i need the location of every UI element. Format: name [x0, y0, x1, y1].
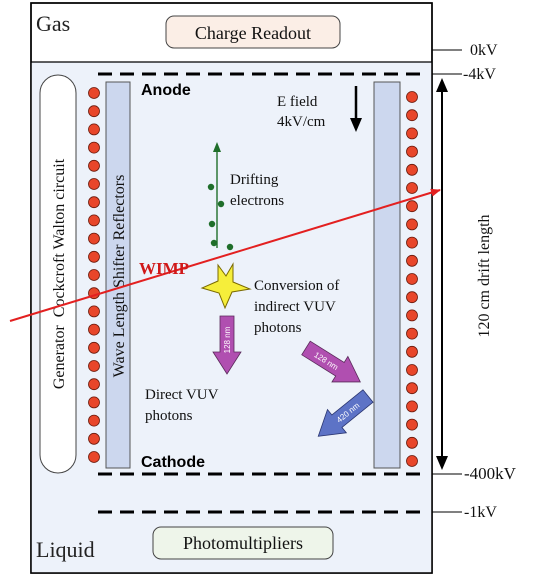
reflectors-label: Wave Length Shifter Reflectors	[111, 175, 128, 378]
drifting-label-line2: electrons	[230, 193, 284, 209]
field-ring-dot	[406, 145, 418, 158]
field-ring-dot	[406, 291, 418, 304]
field-ring-dot	[88, 178, 100, 190]
drift-length-arrow	[436, 78, 448, 470]
efield-arrow	[350, 86, 362, 132]
efield-label-line1: E field	[277, 94, 318, 110]
conversion-label-line3: photons	[254, 320, 302, 336]
field-ring-dot	[88, 396, 100, 409]
generator-label: Generator Cockcroft Walton circuit	[51, 158, 68, 389]
field-ring-dot	[406, 127, 418, 140]
field-ring-dot	[88, 360, 100, 372]
field-ring-dot	[88, 232, 100, 245]
direct-label-line1: Direct VUV	[145, 387, 219, 403]
field-ring-dot	[406, 345, 418, 358]
conversion-label-line1: Conversion of	[254, 278, 339, 294]
drifting-label-line1: Drifting	[230, 172, 279, 188]
field-ring-dot	[406, 309, 418, 322]
field-ring-dot	[406, 364, 418, 376]
field-ring-dot	[406, 91, 418, 103]
right-field-rings	[406, 91, 418, 467]
field-ring-dot	[406, 163, 418, 176]
field-ring-dot	[88, 305, 100, 318]
field-ring-dot	[88, 159, 100, 172]
field-ring-dot	[88, 269, 100, 281]
voltage-minus400kv: -400kV	[464, 464, 517, 483]
wimp-label: WIMP	[139, 259, 189, 278]
gas-label: Gas	[36, 11, 70, 36]
field-ring-dot	[406, 218, 418, 231]
photon-128nm-down-arrow: 128 nm	[212, 315, 242, 375]
drift-length-label: 120 cm drift length	[476, 214, 493, 337]
electron-track	[213, 142, 221, 248]
photomultipliers-label: Photomultipliers	[183, 533, 303, 553]
field-ring-dot	[406, 109, 418, 122]
efield-label-line2: 4kV/cm	[277, 114, 326, 130]
right-reflector-panel	[373, 81, 401, 469]
electron	[208, 220, 216, 228]
photomultipliers-box: Photomultipliers	[152, 526, 334, 560]
charge-readout-box: Charge Readout	[165, 15, 341, 49]
field-ring-dot	[406, 254, 418, 267]
liquid-label: Liquid	[36, 537, 95, 562]
field-ring-dot	[88, 141, 100, 154]
field-ring-dot	[406, 200, 418, 213]
field-ring-dot	[406, 182, 418, 194]
electron	[210, 239, 218, 247]
field-ring-dot	[88, 414, 100, 427]
field-ring-dot	[88, 432, 100, 445]
field-ring-dot	[88, 323, 100, 336]
field-ring-dot	[406, 273, 418, 285]
photon-128nm-down-label: 128 nm	[223, 326, 232, 353]
voltage-minus1kv: -1kV	[464, 504, 497, 521]
field-ring-dot	[406, 400, 418, 413]
field-ring-dot	[406, 455, 418, 467]
cathode-label: Cathode	[141, 454, 205, 471]
wimp-track	[9, 188, 441, 322]
conversion-label-line2: indirect VUV	[254, 299, 336, 315]
field-ring-dot	[406, 418, 418, 431]
left-field-rings	[88, 87, 100, 463]
electron	[226, 243, 234, 251]
field-ring-dot	[88, 123, 100, 136]
field-ring-dot	[88, 451, 100, 463]
voltage-minus4kv: -4kV	[463, 66, 496, 83]
field-ring-dot	[88, 378, 100, 391]
field-ring-dot	[88, 341, 100, 354]
interaction-star	[200, 262, 252, 310]
voltage-0kv: 0kV	[470, 42, 498, 59]
field-ring-dot	[88, 250, 100, 263]
charge-readout-label: Charge Readout	[195, 23, 311, 43]
field-ring-dot	[406, 436, 418, 449]
field-ring-dot	[88, 105, 100, 118]
electron	[207, 183, 215, 191]
field-ring-dot	[406, 382, 418, 395]
field-ring-dot	[88, 214, 100, 227]
generator-column	[39, 74, 77, 474]
anode-label: Anode	[141, 82, 191, 99]
left-reflector-panel	[105, 81, 131, 469]
direct-label-line2: photons	[145, 408, 193, 424]
field-ring-dot	[406, 236, 418, 249]
field-ring-dot	[406, 327, 418, 340]
electron	[217, 200, 225, 208]
field-ring-dot	[88, 196, 100, 209]
field-ring-dot	[88, 87, 100, 99]
